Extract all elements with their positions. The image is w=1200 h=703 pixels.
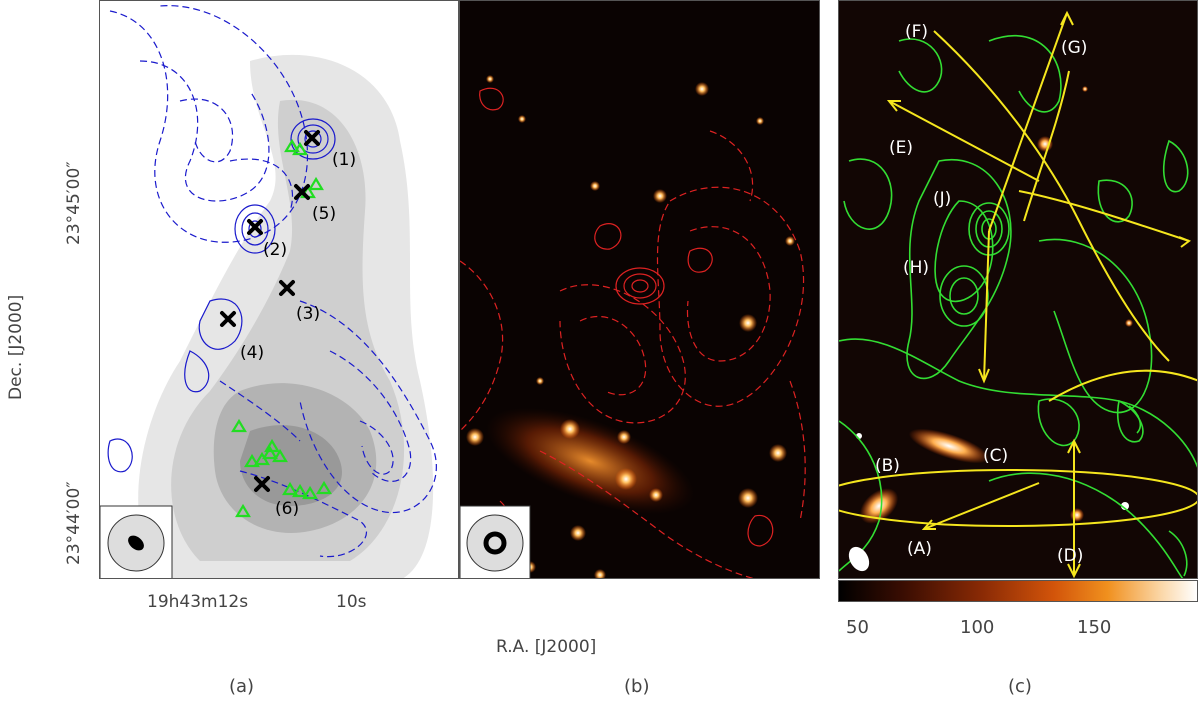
ra-tick-right: 10s <box>336 592 367 612</box>
subfigure-label-a: (a) <box>229 676 255 697</box>
subfigure-label-c: (c) <box>1008 676 1032 697</box>
x-markers <box>220 130 320 492</box>
marker-1-label: (1) <box>332 150 356 170</box>
panel-c-map: (A) (B) (C) (D) (E) (F) (G) (H) (J) <box>839 10 1197 578</box>
red-solid-contours <box>479 87 774 547</box>
beam-ring <box>483 531 507 555</box>
marker-3-label: (3) <box>296 304 320 324</box>
label-H: (H) <box>903 258 929 278</box>
colorbar-tick-50: 50 <box>846 617 869 638</box>
marker-5-label: (5) <box>312 204 336 224</box>
stars <box>466 75 795 578</box>
panel-b <box>459 0 820 579</box>
nebula-glow <box>485 407 695 515</box>
outflow-arrows <box>839 10 1197 578</box>
dashed-contours <box>109 5 437 558</box>
panel-a: (1) (2) (3) (4) (5) (6) <box>99 0 459 579</box>
y-axis-label: Dec. [J2000] <box>6 294 26 400</box>
label-G: (G) <box>1061 38 1087 58</box>
dec-tick-bottom: 23°44′00″ <box>64 481 84 565</box>
label-E: (E) <box>889 138 913 158</box>
panel-a-map: (1) (2) (3) (4) (5) (6) <box>100 5 437 578</box>
emission-knot-c <box>908 428 990 464</box>
solid-contours <box>107 118 336 473</box>
marker-6-label: (6) <box>275 499 299 519</box>
beam-ellipse-c <box>848 546 870 572</box>
red-dashed-contours <box>460 130 806 578</box>
x-axis-label: R.A. [J2000] <box>496 637 597 657</box>
marker-2-label: (2) <box>263 240 287 260</box>
dec-tick-top: 23°45′00″ <box>64 161 84 245</box>
panel-c: (A) (B) (C) (D) (E) (F) (G) (H) (J) <box>838 0 1198 579</box>
beam-ellipse <box>128 535 144 551</box>
marker-4-label: (4) <box>240 343 264 363</box>
emission-knot-b <box>859 488 899 524</box>
label-C: (C) <box>983 446 1008 466</box>
label-A: (A) <box>907 539 932 559</box>
yso-triangles <box>231 138 332 518</box>
colorbar-tick-150: 150 <box>1077 617 1112 638</box>
green-contours <box>839 35 1197 578</box>
colorbar-tick-100: 100 <box>960 617 995 638</box>
subfigure-label-b: (b) <box>624 676 650 697</box>
panel-b-map <box>460 75 806 578</box>
colorbar <box>838 580 1198 602</box>
label-F: (F) <box>905 22 928 42</box>
label-B: (B) <box>875 456 900 476</box>
label-J: (J) <box>933 189 951 209</box>
region-labels: (A) (B) (C) (D) (E) (F) (G) (H) (J) <box>875 22 1087 566</box>
label-D: (D) <box>1057 546 1083 566</box>
ra-tick-left: 19h43m12s <box>147 592 249 612</box>
